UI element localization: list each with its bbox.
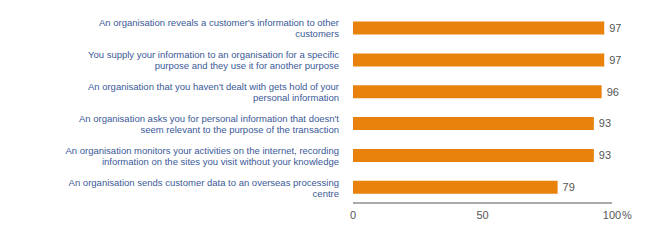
svg-text:97: 97 <box>609 22 621 34</box>
svg-text:%: % <box>622 209 632 221</box>
svg-text:An organisation reveals a cust: An organisation reveals a customer's inf… <box>99 17 339 39</box>
svg-text:93: 93 <box>599 149 611 161</box>
svg-text:96: 96 <box>607 86 619 98</box>
svg-text:50: 50 <box>476 209 488 221</box>
svg-text:97: 97 <box>609 54 621 66</box>
svg-text:100: 100 <box>603 209 621 221</box>
svg-text:An organisation sends customer: An organisation sends customer data to a… <box>69 176 339 198</box>
svg-text:93: 93 <box>599 117 611 129</box>
svg-text:You supply your information to: You supply your information to an organi… <box>88 49 339 71</box>
svg-text:79: 79 <box>563 181 575 193</box>
svg-text:An organisation asks you for p: An organisation asks you for personal in… <box>79 112 339 134</box>
svg-text:0: 0 <box>350 209 356 221</box>
svg-text:An organisation that you haven: An organisation that you haven't dealt w… <box>88 81 339 103</box>
svg-text:An organisation monitors your: An organisation monitors your activities… <box>65 144 339 166</box>
